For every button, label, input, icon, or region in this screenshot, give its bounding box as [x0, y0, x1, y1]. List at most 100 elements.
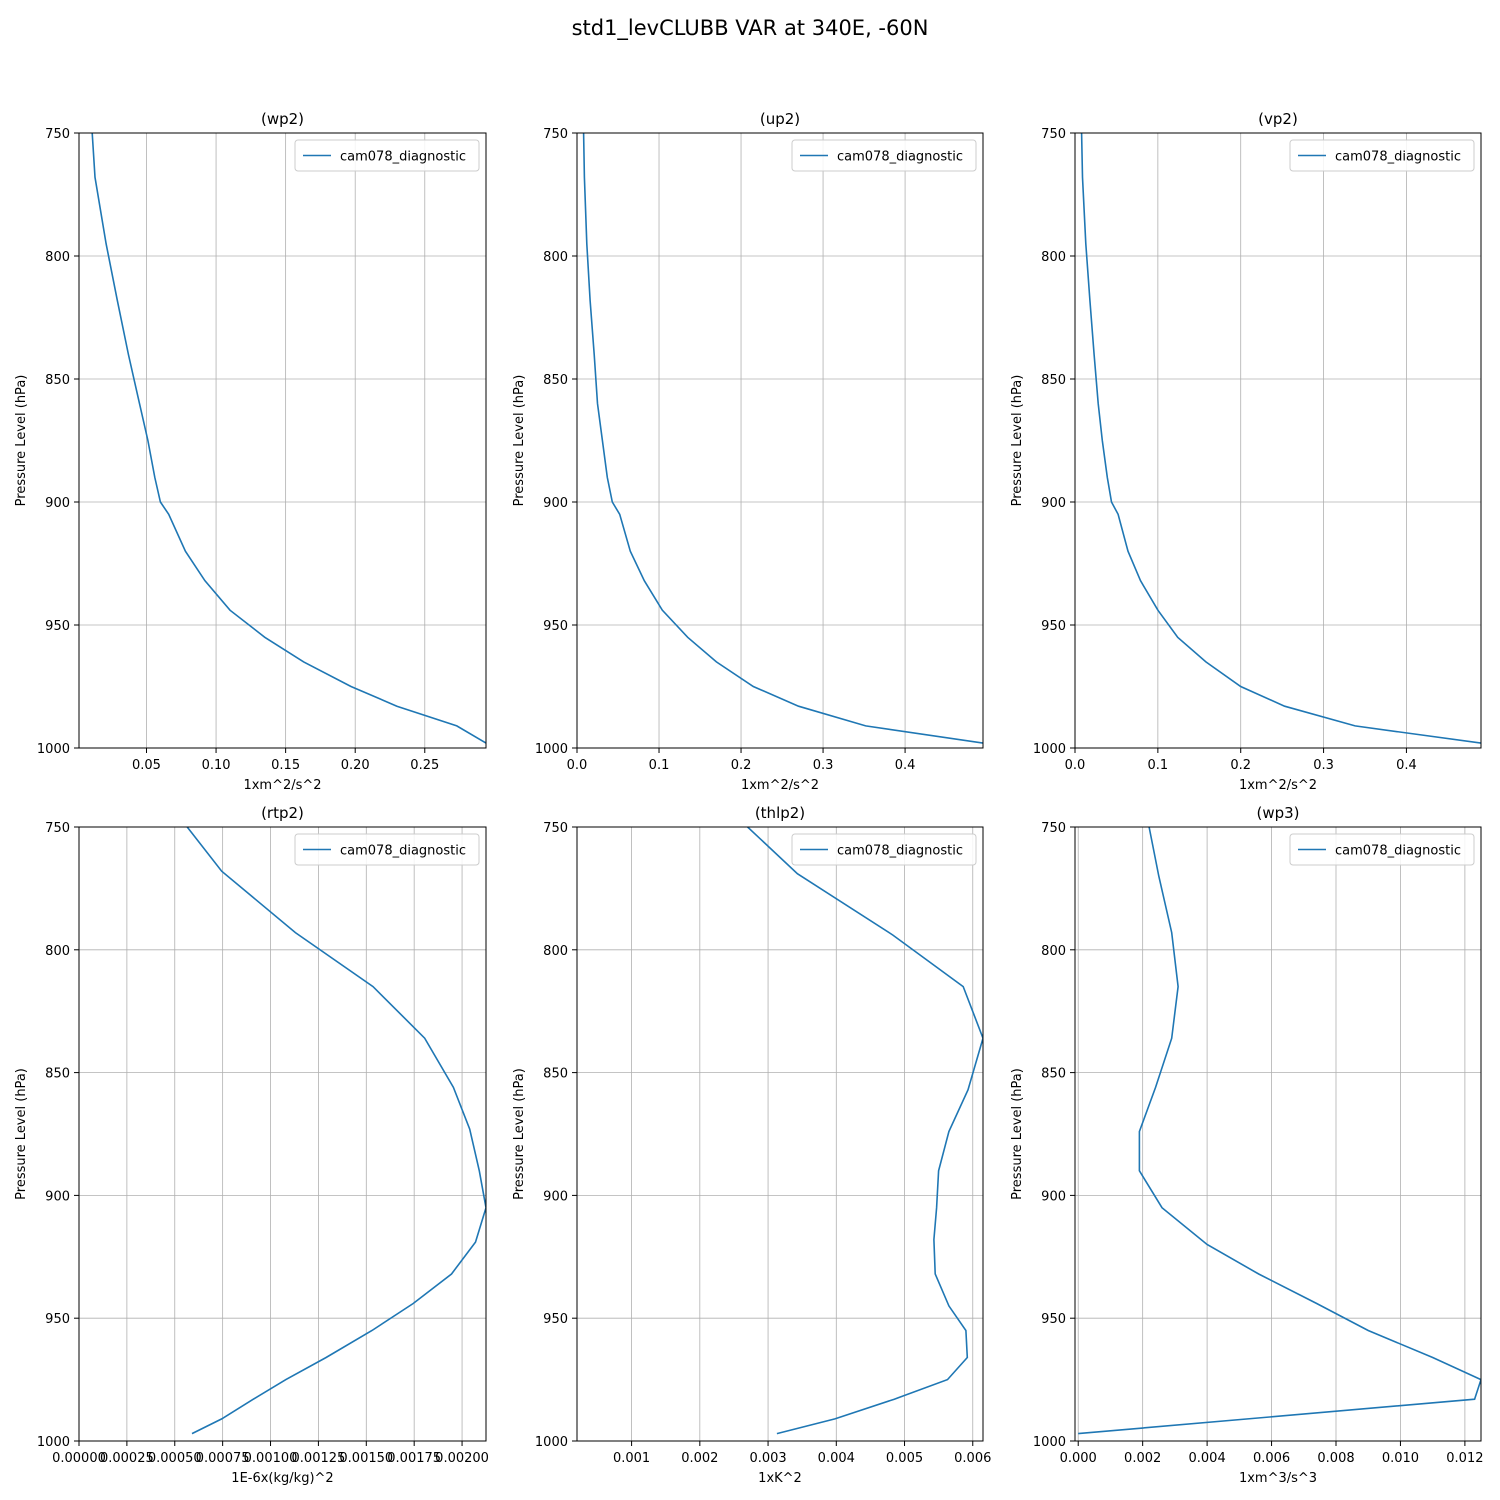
y-tick-label: 750 — [543, 821, 568, 836]
legend-box — [1289, 833, 1475, 866]
chart-panel: 0.05 0.10 0.15 0.20 0.25 750 800 850 900 950 1000 (… — [14, 110, 487, 793]
x-tick-label: 0.2 — [1230, 758, 1251, 773]
y-tick-label: 800 — [543, 944, 568, 959]
plot-frame — [78, 826, 487, 1442]
x-tick-label: 0.05 — [132, 758, 161, 773]
x-tick-label: 0.00175 — [387, 1451, 441, 1466]
x-tick-label: 0.00150 — [339, 1451, 393, 1466]
legend: cam078_diagnostic — [294, 139, 480, 172]
y-tick-label: 950 — [543, 619, 568, 634]
y-axis-label: Pressure Level (hPa) — [1010, 1068, 1025, 1200]
chart-title: (wp3) — [1256, 804, 1299, 822]
series-line — [91, 133, 486, 744]
y-tick-label: 900 — [1041, 496, 1066, 511]
x-tick-label: 0.00075 — [196, 1451, 250, 1466]
legend: cam078_diagnostic — [1289, 139, 1475, 172]
chart-title: (vp2) — [1258, 110, 1298, 128]
y-tick-label: 850 — [1041, 373, 1066, 388]
legend-box — [791, 139, 977, 172]
x-tick-label: 0.00050 — [148, 1451, 202, 1466]
y-tick-label: 1000 — [37, 742, 70, 757]
y-tick-label: 800 — [1041, 944, 1066, 959]
series-line — [1078, 827, 1481, 1435]
x-tick-label: 0.005 — [886, 1451, 923, 1466]
legend-box — [791, 833, 977, 866]
x-tick-label: 0.10 — [202, 758, 231, 773]
series-line — [747, 827, 983, 1435]
x-tick-label: 0.006 — [954, 1451, 991, 1466]
x-axis-label: 1xm^3/s^3 — [1239, 1471, 1317, 1486]
y-axis-label: Pressure Level (hPa) — [1010, 375, 1025, 507]
series-line — [186, 827, 486, 1435]
legend-box — [294, 833, 480, 866]
y-tick-label: 1000 — [1033, 1435, 1066, 1450]
legend-label: cam078_diagnostic — [340, 844, 466, 859]
x-tick-label: 0.1 — [649, 758, 670, 773]
y-tick-label: 900 — [543, 1189, 568, 1204]
y-tick-label: 900 — [543, 496, 568, 511]
legend: cam078_diagnostic — [1289, 833, 1475, 866]
chart-title: (thlp2) — [755, 804, 805, 822]
y-axis-label: Pressure Level (hPa) — [14, 375, 29, 507]
legend-box — [294, 139, 480, 172]
x-tick-label: 0.00125 — [292, 1451, 346, 1466]
x-tick-label: 0.20 — [341, 758, 370, 773]
y-tick-label: 850 — [45, 373, 70, 388]
x-tick-label: 0.0 — [1065, 758, 1086, 773]
y-tick-label: 1000 — [535, 1435, 568, 1450]
y-tick-label: 1000 — [37, 1435, 70, 1450]
plot-frame — [576, 826, 984, 1442]
x-tick-label: 0.00100 — [244, 1451, 298, 1466]
x-tick-label: 0.003 — [749, 1451, 786, 1466]
chart-title: (up2) — [760, 110, 800, 128]
chart-panel: 0.001 0.002 0.003 0.004 0.005 0.006 750 800 850 9… — [512, 804, 991, 1486]
y-tick-label: 750 — [543, 127, 568, 142]
y-tick-label: 1000 — [1033, 742, 1066, 757]
x-tick-label: 0.00200 — [435, 1451, 489, 1466]
y-tick-label: 950 — [45, 1312, 70, 1327]
plot-frame — [1074, 826, 1482, 1442]
y-tick-label: 900 — [45, 1189, 70, 1204]
y-tick-label: 750 — [1041, 821, 1066, 836]
series-line — [1080, 133, 1481, 744]
x-axis-label: 1xm^2/s^2 — [243, 778, 321, 793]
x-tick-label: 0.010 — [1382, 1451, 1419, 1466]
y-tick-label: 800 — [45, 250, 70, 265]
legend: cam078_diagnostic — [791, 139, 977, 172]
chart-panel: 0.000000.000250.000500.000750.001000.001… — [14, 804, 489, 1486]
x-axis-label: 1xm^2/s^2 — [1239, 778, 1317, 793]
x-tick-label: 0.00025 — [100, 1451, 154, 1466]
x-tick-label: 0.2 — [731, 758, 752, 773]
legend-box — [1289, 139, 1475, 172]
chart-panel: 0.000 0.002 0.004 0.006 0.008 0.010 0.012 750 80… — [1010, 804, 1483, 1486]
plot-frame — [1074, 132, 1482, 749]
figure-title: std1_levCLUBB VAR at 340E, -60N — [571, 16, 929, 40]
legend: cam078_diagnostic — [791, 833, 977, 866]
y-tick-label: 950 — [45, 619, 70, 634]
chart-panel: 0.0 0.1 0.2 0.3 0.4 750 800 850 900 950 1000 (vp2) 1… — [1010, 110, 1482, 793]
plot-frame — [576, 132, 984, 749]
x-tick-label: 0.25 — [410, 758, 439, 773]
chart-title: (rtp2) — [261, 804, 304, 822]
y-axis-label: Pressure Level (hPa) — [14, 1068, 29, 1200]
x-tick-label: 0.1 — [1148, 758, 1169, 773]
x-tick-label: 0.3 — [1313, 758, 1334, 773]
x-tick-label: 0.4 — [895, 758, 916, 773]
y-tick-label: 900 — [45, 496, 70, 511]
y-tick-label: 850 — [543, 373, 568, 388]
y-tick-label: 800 — [543, 250, 568, 265]
legend: cam078_diagnostic — [294, 833, 480, 866]
plot-frame — [78, 132, 487, 749]
x-tick-label: 0.004 — [818, 1451, 855, 1466]
y-tick-label: 800 — [45, 944, 70, 959]
y-tick-label: 750 — [45, 821, 70, 836]
x-tick-label: 0.000 — [1060, 1451, 1097, 1466]
y-tick-label: 1000 — [535, 742, 568, 757]
y-tick-label: 750 — [1041, 127, 1066, 142]
x-tick-label: 0.006 — [1253, 1451, 1290, 1466]
y-tick-label: 750 — [45, 127, 70, 142]
x-tick-label: 0.15 — [271, 758, 300, 773]
y-tick-label: 950 — [1041, 1312, 1066, 1327]
x-tick-label: 0.001 — [613, 1451, 650, 1466]
